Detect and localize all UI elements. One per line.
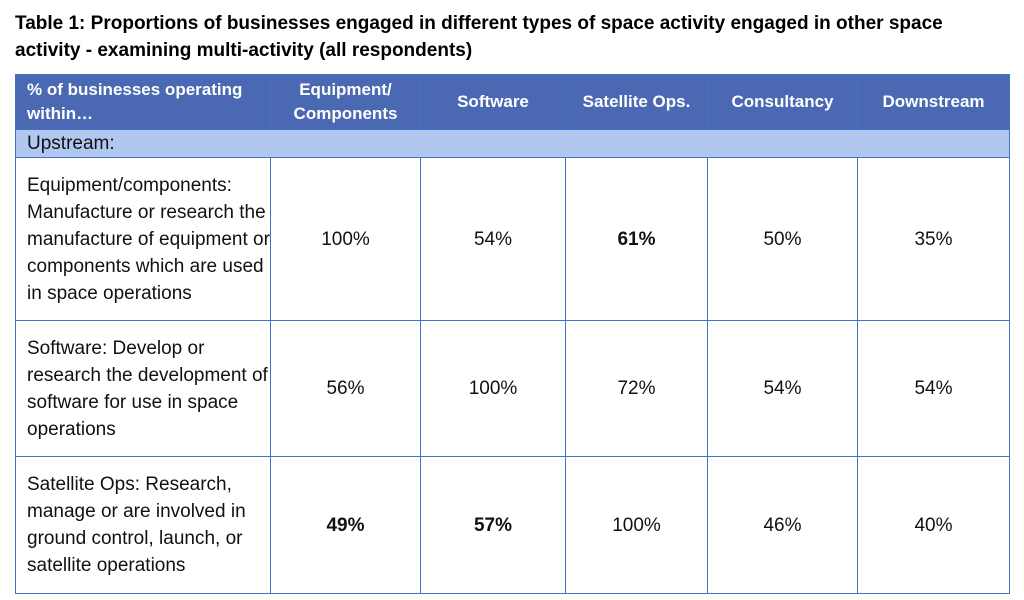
section-label: Upstream: (15, 129, 1010, 158)
value-cell: 54% (420, 157, 566, 321)
value-cell: 72% (565, 320, 708, 457)
header-cell: Satellite Ops. (565, 74, 708, 130)
value-cell: 57% (420, 456, 566, 594)
value-cell: 49% (270, 456, 421, 594)
header-cell: Downstream (857, 74, 1010, 130)
header-cell: Equipment/ Components (270, 74, 421, 130)
value-cell: 46% (707, 456, 858, 594)
table-body: Upstream: Equipment/components: Manufactu… (15, 129, 1010, 594)
header-cell: Software (420, 74, 566, 130)
header-cell: Consultancy (707, 74, 858, 130)
table-row: Software: Develop or research the develo… (15, 320, 1010, 457)
table-row: Satellite Ops: Research, manage or are i… (15, 456, 1010, 594)
value-cell: 54% (707, 320, 858, 457)
value-cell: 40% (857, 456, 1010, 594)
row-label: Software: Develop or research the develo… (15, 320, 271, 457)
data-table: % of businesses operating within… Equipme… (15, 74, 1010, 594)
row-label: Satellite Ops: Research, manage or are i… (15, 456, 271, 594)
value-cell: 54% (857, 320, 1010, 457)
value-cell: 100% (420, 320, 566, 457)
header-row: % of businesses operating within… Equipme… (15, 74, 1010, 130)
value-cell: 100% (565, 456, 708, 594)
value-cell: 61% (565, 157, 708, 321)
table-title: Table 1: Proportions of businesses engag… (15, 13, 943, 61)
value-cell: 50% (707, 157, 858, 321)
value-cell: 100% (270, 157, 421, 321)
header-cell: % of businesses operating within… (15, 74, 271, 130)
value-cell: 35% (857, 157, 1010, 321)
table-row: Equipment/components: Manufacture or res… (15, 157, 1010, 321)
section-row: Upstream: (15, 129, 1010, 158)
row-label: Equipment/components: Manufacture or res… (15, 157, 271, 321)
value-cell: 56% (270, 320, 421, 457)
